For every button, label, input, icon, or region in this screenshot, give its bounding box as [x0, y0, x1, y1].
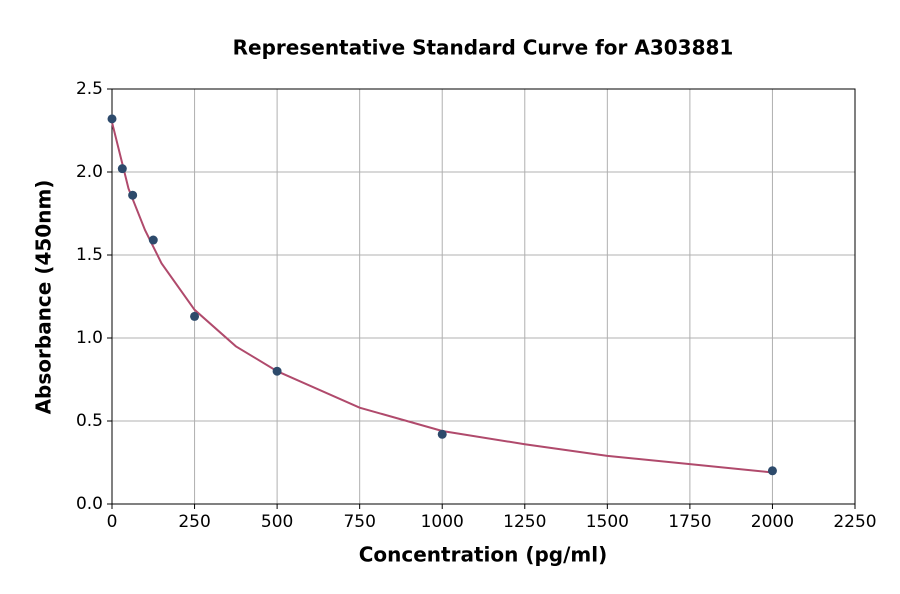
y-tick-label: 2.5 — [76, 79, 103, 99]
data-point — [272, 366, 282, 376]
data-point — [107, 114, 117, 124]
x-tick-label: 1000 — [421, 512, 464, 532]
x-tick-label: 500 — [261, 512, 293, 532]
y-tick-label: 0.5 — [76, 411, 103, 431]
data-point — [190, 311, 200, 321]
data-point — [437, 429, 447, 439]
x-axis-label: Concentration (pg/ml) — [359, 543, 608, 567]
data-point — [148, 235, 158, 245]
x-tick-label: 1500 — [586, 512, 629, 532]
x-tick-label: 750 — [343, 512, 375, 532]
data-point — [767, 466, 777, 476]
y-tick-label: 1.5 — [76, 245, 103, 265]
plot-frame — [111, 88, 856, 505]
data-point — [128, 190, 138, 200]
chart-title: Representative Standard Curve for A30388… — [233, 36, 734, 60]
y-axis-label: Absorbance (450nm) — [32, 180, 56, 415]
x-tick-label: 2250 — [833, 512, 876, 532]
data-point — [117, 164, 127, 174]
x-tick-label: 1250 — [503, 512, 546, 532]
y-tick-label: 2.0 — [76, 162, 103, 182]
x-tick-label: 0 — [107, 512, 118, 532]
y-tick-label: 0.0 — [76, 494, 103, 514]
x-tick-label: 1750 — [668, 512, 711, 532]
y-tick-label: 1.0 — [76, 328, 103, 348]
x-tick-label: 2000 — [751, 512, 794, 532]
x-tick-label: 250 — [178, 512, 210, 532]
